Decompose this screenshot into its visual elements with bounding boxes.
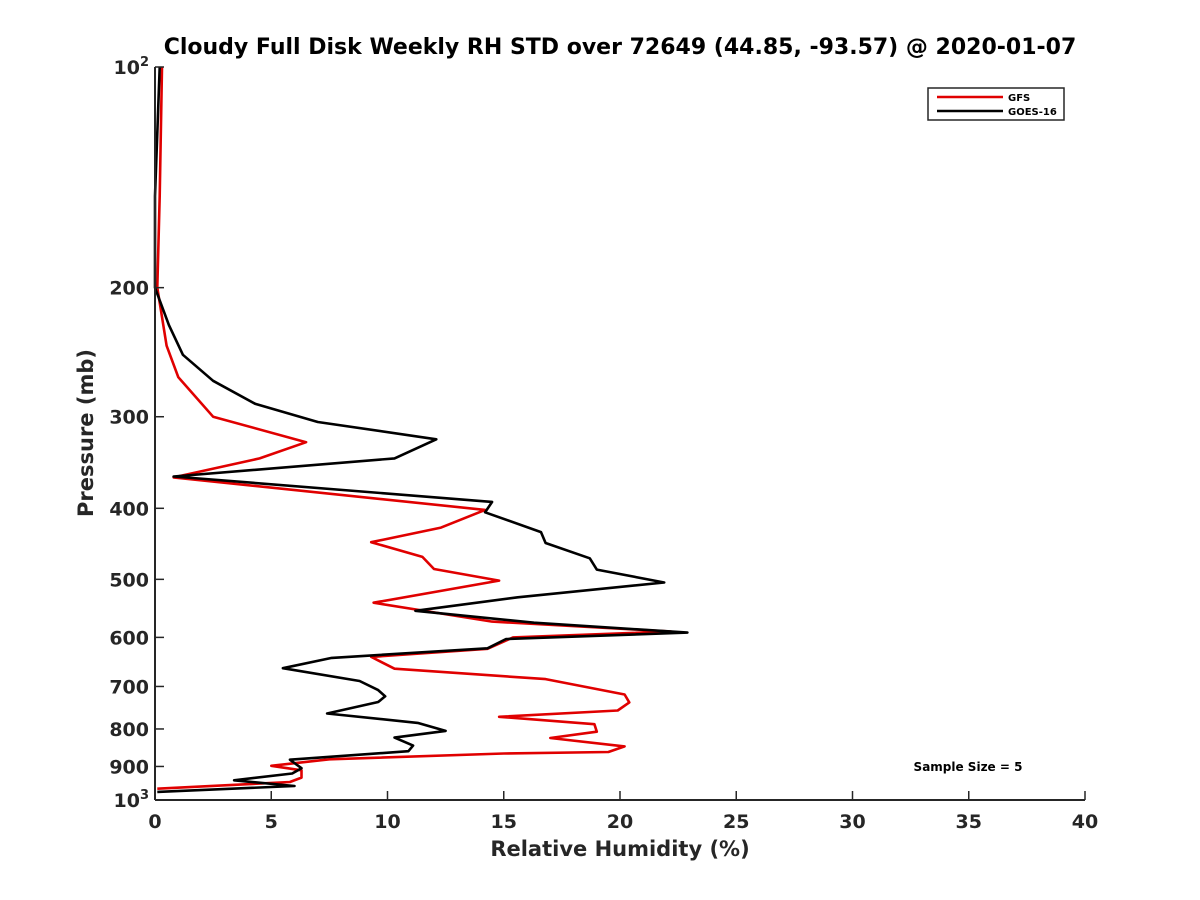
x-axis-ticks: 0 5 10 15 20 25 30 35 40 [148,791,1098,833]
y-tick-label: 800 [109,719,149,741]
x-tick-label: 25 [723,811,749,833]
x-tick-label: 0 [148,811,161,833]
legend-box [927,87,1065,121]
legend-label-goes16: GOES-16 [1008,107,1057,118]
series-layer [153,66,689,794]
x-tick-label: 5 [265,811,278,833]
chart-title: Cloudy Full Disk Weekly RH STD over 7264… [164,35,1077,60]
y-tick-label: 500 [109,569,149,591]
y-tick-label: 102 [114,55,150,79]
legend-label-gfs: GFS [1008,93,1030,104]
series-line-gfs [156,66,673,790]
x-tick-label: 15 [491,811,517,833]
x-tick-label: 40 [1072,811,1098,833]
x-tick-label: 30 [839,811,865,833]
series-line-goes16 [153,66,689,794]
y-tick-label: 200 [109,278,149,300]
y-tick-label: 900 [109,756,149,778]
legend: GFS GOES-16 [927,87,1065,121]
y-tick-label: 400 [109,498,149,520]
y-tick-label: 103 [114,788,150,812]
x-tick-label: 20 [607,811,633,833]
x-tick-label: 10 [374,811,400,833]
x-axis-label: Relative Humidity (%) [490,837,749,861]
y-tick-label: 300 [109,407,149,429]
x-tick-label: 35 [956,811,982,833]
y-tick-label: 600 [109,627,149,649]
sample-size-annotation: Sample Size = 5 [914,760,1023,774]
y-axis-ticks: 102 200 300 400 500 600 700 800 900 103 [109,55,164,812]
y-tick-label: 700 [109,676,149,698]
y-axis-label: Pressure (mb) [74,349,98,517]
